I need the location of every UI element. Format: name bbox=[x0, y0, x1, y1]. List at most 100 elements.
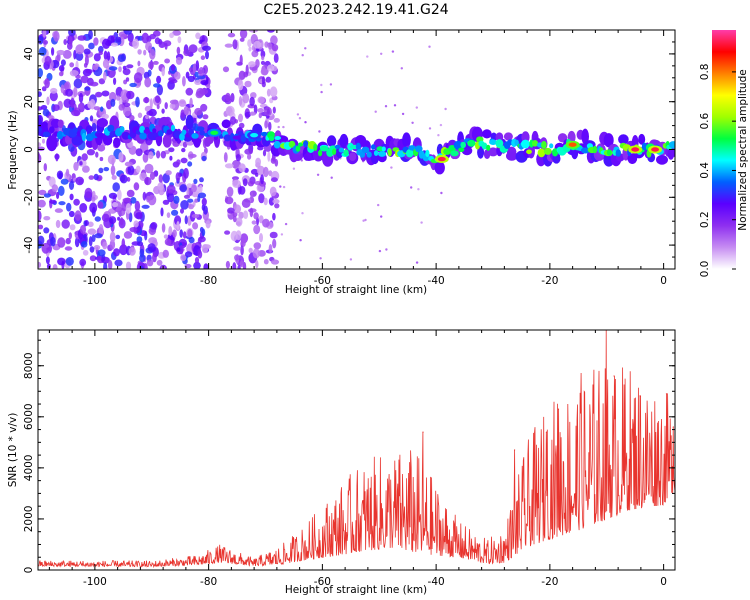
spectrogram-noise-dot bbox=[282, 125, 285, 129]
spectrogram-noise-blob bbox=[69, 70, 79, 77]
spectrogram-signal-blob bbox=[503, 132, 513, 141]
spectrogram-noise-blob bbox=[161, 223, 166, 233]
snr-peak-point bbox=[580, 412, 582, 414]
spectrogram-noise-blob bbox=[111, 175, 117, 180]
spectrogram-noise-blob bbox=[268, 121, 272, 131]
spectrogram-noise-blob bbox=[198, 67, 205, 77]
spectrogram-noise-dot bbox=[437, 134, 440, 137]
spectrogram-noise-blob bbox=[123, 30, 133, 35]
snr-y-tick-label: 0 bbox=[23, 567, 35, 574]
spectrogram-signal-blob bbox=[514, 139, 519, 146]
spectrogram-x-tick-label: -100 bbox=[83, 275, 107, 287]
snr-frame bbox=[37, 329, 676, 571]
spectrogram-noise-blob bbox=[60, 59, 66, 66]
spectrogram-noise-dot bbox=[277, 125, 280, 129]
spectrogram-noise-blob bbox=[106, 51, 111, 61]
spectrogram-noise-blob bbox=[135, 165, 141, 173]
spectrogram-noise-blob bbox=[63, 39, 67, 45]
spectrogram-noise-dot bbox=[411, 121, 414, 125]
spectrogram-noise-blob bbox=[62, 49, 72, 59]
spectrogram-noise-blob bbox=[175, 172, 181, 182]
spectrogram-noise-dot bbox=[279, 185, 282, 188]
spectrogram-noise-blob bbox=[99, 156, 104, 162]
spectrogram-noise-blob bbox=[240, 260, 244, 268]
spectrogram-noise-blob bbox=[264, 41, 269, 48]
spectrogram-signal-blob bbox=[359, 151, 366, 158]
spectrogram-noise-blob bbox=[222, 66, 230, 73]
spectrogram-hotspot-core bbox=[568, 142, 577, 147]
snr-x-tick-label: -20 bbox=[541, 576, 558, 588]
spectrogram-noise-dot bbox=[330, 176, 333, 179]
snr-peak-point bbox=[665, 393, 668, 395]
spectrogram-noise-blob bbox=[238, 211, 244, 219]
spectrogram-noise-blob bbox=[103, 262, 108, 269]
spectrogram-noise-blob bbox=[150, 222, 158, 230]
snr-peak-point bbox=[422, 431, 424, 433]
spectrogram-noise-dot bbox=[428, 127, 432, 130]
spectrogram-noise-blob bbox=[113, 248, 120, 257]
spectrogram-noise-blob bbox=[75, 51, 84, 61]
spectrogram-noise-blob bbox=[38, 210, 42, 222]
spectrogram-noise-dot bbox=[282, 185, 286, 189]
spectrogram-noise-blob bbox=[273, 53, 279, 63]
spectrogram-noise-blob bbox=[233, 204, 242, 214]
spectrogram-signal-blob bbox=[638, 133, 646, 145]
spectrogram-signal-blob bbox=[185, 114, 194, 130]
spectrogram-noise-dot bbox=[444, 107, 447, 111]
spectrogram-noise-dot bbox=[301, 54, 304, 57]
spectrogram-noise-blob bbox=[43, 163, 47, 172]
spectrogram-noise-blob bbox=[81, 153, 88, 161]
spectrogram-noise-blob bbox=[235, 217, 243, 227]
spectrogram-noise-blob bbox=[83, 48, 91, 55]
spectrogram-signal-blob bbox=[541, 141, 547, 149]
spectrogram-noise-blob bbox=[268, 244, 273, 254]
spectrogram-noise-blob bbox=[42, 30, 47, 38]
spectrogram-noise-blob bbox=[202, 114, 209, 120]
spectrogram-noise-blob bbox=[200, 55, 206, 60]
spectrogram-noise-blob bbox=[249, 30, 258, 33]
spectrogram-noise-blob bbox=[98, 167, 104, 174]
spectrogram-noise-blob bbox=[169, 32, 175, 39]
spectrogram-noise-blob bbox=[152, 253, 157, 263]
spectrogram-noise-blob bbox=[225, 92, 231, 102]
spectrogram-noise-blob bbox=[232, 39, 238, 50]
snr-y-axis-label: SNR (10 * v/v) bbox=[7, 413, 19, 488]
spectrogram-noise-blob bbox=[149, 171, 156, 180]
spectrogram-noise-blob bbox=[42, 138, 45, 144]
snr-peak-point bbox=[514, 449, 516, 451]
spectrogram-noise-blob bbox=[43, 216, 51, 221]
spectrogram-noise-blob bbox=[93, 37, 99, 46]
spectrogram-noise-blob bbox=[161, 108, 165, 114]
spectrogram-noise-blob bbox=[129, 115, 135, 121]
spectrogram-signal-blob bbox=[162, 134, 172, 148]
spectrogram-noise-blob bbox=[70, 97, 75, 109]
spectrogram-noise-blob bbox=[51, 184, 59, 193]
spectrogram-noise-dot bbox=[378, 249, 382, 253]
spectrogram-noise-blob bbox=[255, 172, 259, 177]
spectrogram-noise-blob bbox=[172, 30, 182, 36]
spectrogram-noise-blob bbox=[79, 161, 83, 166]
spectrogram-noise-blob bbox=[258, 193, 265, 204]
spectrogram-noise-blob bbox=[238, 122, 245, 129]
spectrogram-noise-blob bbox=[240, 245, 244, 256]
spectrogram-signal-blob bbox=[185, 132, 190, 138]
spectrogram-noise-blob bbox=[176, 247, 181, 252]
spectrogram-noise-blob bbox=[121, 238, 126, 250]
spectrogram-noise-dot bbox=[349, 258, 353, 261]
spectrogram-noise-blob bbox=[253, 224, 261, 235]
spectrogram-signal-blob bbox=[334, 144, 341, 149]
spectrogram-noise-blob bbox=[38, 235, 45, 246]
spectrogram-signal-blob bbox=[450, 150, 459, 157]
spectrogram-noise-blob bbox=[118, 66, 122, 73]
spectrogram-noise-blob bbox=[262, 149, 267, 157]
spectrogram-noise-blob bbox=[262, 218, 270, 228]
spectrogram-noise-blob bbox=[148, 151, 154, 160]
spectrogram-noise-blob bbox=[103, 50, 108, 61]
spectrogram-signal-blob bbox=[489, 139, 498, 145]
spectrogram-signal-blob bbox=[482, 129, 492, 139]
spectrogram-noise-blob bbox=[176, 46, 181, 55]
spectrogram-noise-blob bbox=[265, 76, 272, 83]
spectrogram-signal-blob bbox=[320, 145, 329, 152]
spectrogram-noise-blob bbox=[260, 68, 268, 76]
spectrogram-noise-blob bbox=[241, 198, 251, 208]
